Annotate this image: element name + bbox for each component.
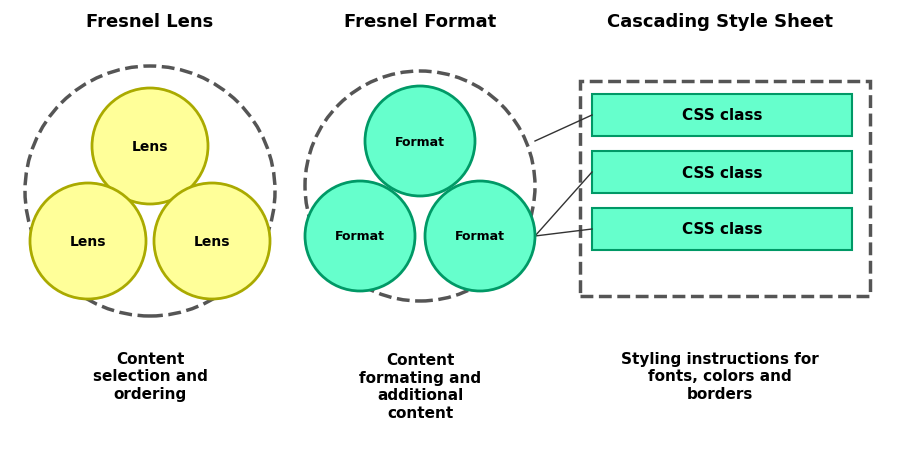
FancyBboxPatch shape [592, 152, 852, 193]
Text: Cascading Style Sheet: Cascading Style Sheet [607, 13, 833, 31]
Text: Format: Format [335, 230, 385, 243]
Text: Content
formating and
additional
content: Content formating and additional content [359, 353, 481, 420]
Text: Format: Format [395, 135, 445, 148]
Text: Lens: Lens [194, 235, 230, 249]
Text: Fresnel Format: Fresnel Format [344, 13, 496, 31]
Text: CSS class: CSS class [681, 165, 762, 180]
Circle shape [154, 184, 270, 299]
Text: Format: Format [455, 230, 505, 243]
Circle shape [365, 87, 475, 197]
Text: CSS class: CSS class [681, 222, 762, 237]
Text: Content
selection and
ordering: Content selection and ordering [92, 351, 207, 401]
Text: Lens: Lens [131, 140, 169, 154]
Circle shape [305, 182, 415, 291]
Text: Lens: Lens [70, 235, 106, 249]
Circle shape [30, 184, 146, 299]
Text: Fresnel Lens: Fresnel Lens [86, 13, 214, 31]
FancyBboxPatch shape [592, 208, 852, 250]
FancyBboxPatch shape [592, 95, 852, 137]
Circle shape [425, 182, 535, 291]
Text: CSS class: CSS class [681, 108, 762, 123]
Circle shape [92, 89, 208, 205]
Text: Styling instructions for
fonts, colors and
borders: Styling instructions for fonts, colors a… [622, 351, 819, 401]
